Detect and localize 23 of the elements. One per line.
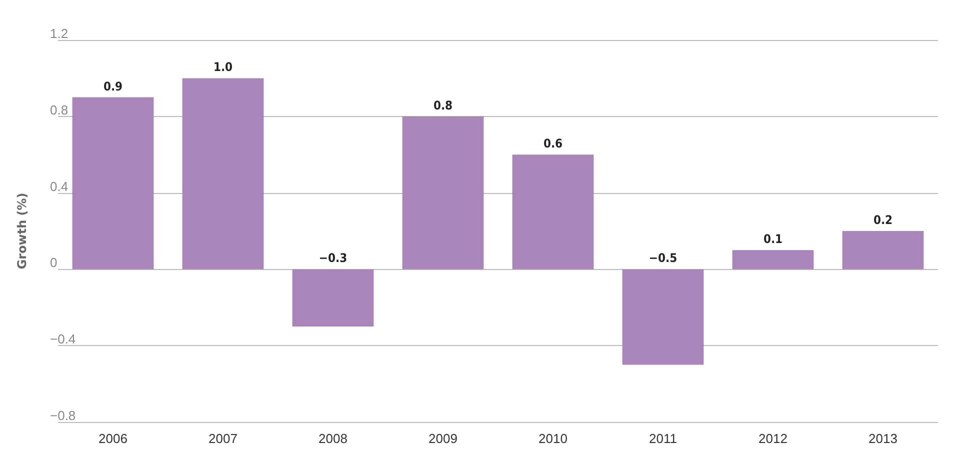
x-tick-label: 2006 <box>98 431 128 446</box>
x-tick-label: 2008 <box>318 431 348 446</box>
data-label: −0.5 <box>648 251 678 266</box>
x-tick-label: 2007 <box>208 431 238 446</box>
x-tick-label: 2012 <box>758 431 788 446</box>
y-tick-label: 0.4 <box>50 178 68 194</box>
data-label: 1.0 <box>213 60 233 74</box>
y-tick-label: −0.8 <box>50 408 76 423</box>
data-label: 0.8 <box>433 98 453 112</box>
y-tick-label: 1.2 <box>50 26 68 41</box>
y-axis-title: Growth (%) <box>15 192 29 270</box>
data-label: 0.6 <box>543 136 563 151</box>
x-tick-label: 2010 <box>538 431 568 446</box>
data-label: 0.1 <box>763 232 783 246</box>
y-tick-label: 0.8 <box>50 102 68 118</box>
y-tick-label: 0 <box>50 255 58 270</box>
x-tick-label: 2013 <box>868 431 898 446</box>
x-tick-label: 2009 <box>428 431 458 446</box>
data-label: −0.3 <box>318 251 348 266</box>
data-label: 0.2 <box>873 213 893 227</box>
data-label: 0.9 <box>103 79 123 94</box>
x-tick-label: 2011 <box>649 431 677 446</box>
y-tick-label: −0.4 <box>50 332 76 347</box>
